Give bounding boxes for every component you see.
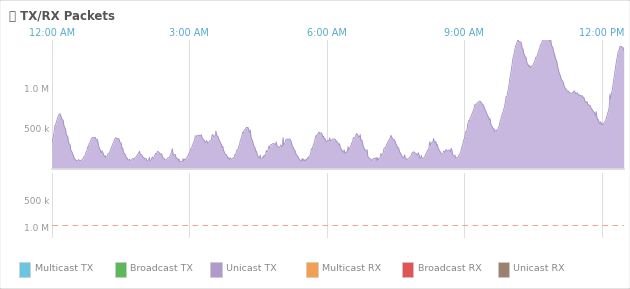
Text: Unicast RX: Unicast RX	[513, 264, 565, 273]
Text: ⤡ TX/RX Packets: ⤡ TX/RX Packets	[9, 10, 115, 23]
Text: Broadcast TX: Broadcast TX	[130, 264, 193, 273]
Text: Broadcast RX: Broadcast RX	[418, 264, 481, 273]
Text: Unicast TX: Unicast TX	[226, 264, 277, 273]
Text: Multicast TX: Multicast TX	[35, 264, 93, 273]
Text: Multicast RX: Multicast RX	[322, 264, 381, 273]
